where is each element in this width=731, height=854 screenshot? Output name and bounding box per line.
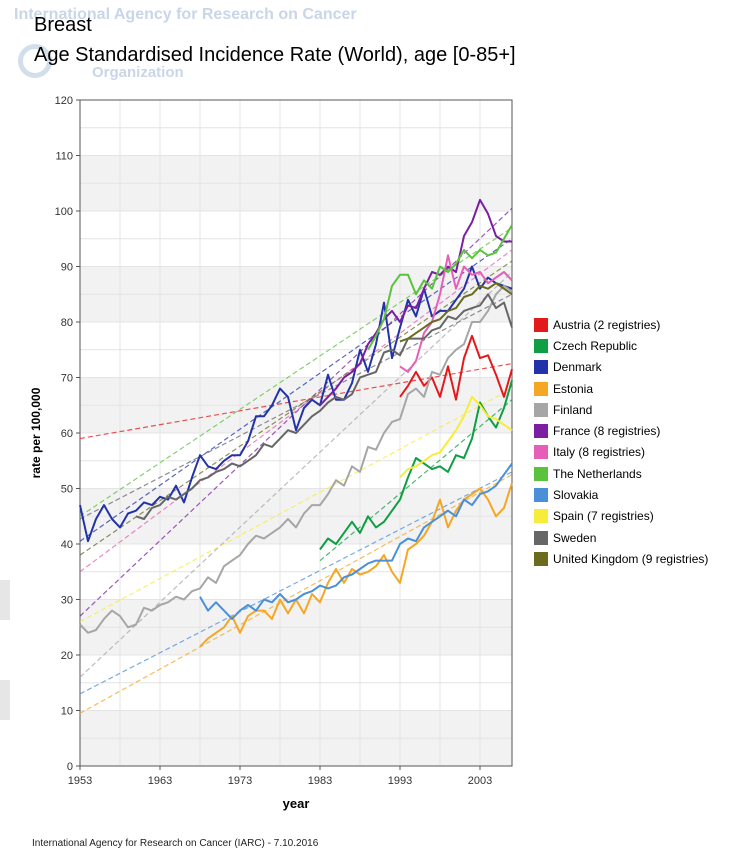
series-line (319, 198, 512, 406)
legend-item: Slovakia (534, 484, 708, 505)
trend-line (319, 399, 513, 562)
legend-item: Finland (534, 399, 708, 420)
x-tick-label: 1963 (148, 775, 172, 787)
series-line (79, 265, 513, 543)
legend-swatch (534, 488, 548, 503)
series-line (319, 380, 513, 551)
chart-subtitle: Age Standardised Incidence Rate (World),… (34, 44, 516, 66)
legend-label: Slovakia (553, 488, 599, 503)
y-tick-label: 90 (61, 262, 73, 274)
legend-item: France (8 registries) (534, 420, 708, 441)
trend-line (79, 293, 513, 520)
x-tick-label: 2003 (468, 775, 492, 787)
chart-legend: Austria (2 registries) Czech Republic Denm… (534, 314, 708, 570)
watermark-agency-text: International Agency for Research on Can… (14, 6, 357, 23)
x-tick-label: 1973 (228, 775, 252, 787)
legend-label: Italy (8 registries) (553, 445, 646, 460)
legend-swatch (534, 551, 548, 566)
y-tick-label: 40 (61, 539, 73, 551)
left-edge-decoration (0, 580, 10, 620)
legend-label: Austria (2 registries) (553, 317, 661, 332)
legend-label: Spain (7 registries) (553, 509, 654, 524)
legend-item: Estonia (534, 378, 708, 399)
legend-item: United Kingdom (9 registries) (534, 548, 708, 569)
legend-item: Italy (8 registries) (534, 442, 708, 463)
series-line (399, 334, 513, 401)
trend-line (79, 474, 513, 714)
legend-swatch (534, 317, 548, 332)
legend-label: Sweden (553, 530, 597, 545)
legend-label: United Kingdom (9 registries) (553, 551, 709, 566)
y-tick-label: 120 (55, 95, 73, 107)
y-tick-label: 10 (61, 706, 73, 718)
y-tick-label: 20 (61, 650, 73, 662)
legend-swatch (534, 424, 548, 439)
x-tick-label: 1993 (388, 775, 412, 787)
left-edge-decoration (0, 680, 10, 720)
series-line (399, 282, 513, 343)
y-tick-label: 50 (61, 484, 73, 496)
legend-label: Finland (553, 402, 593, 417)
chart-title: Breast (34, 14, 92, 36)
x-axis-label: year (283, 796, 310, 811)
legend-swatch (534, 402, 548, 417)
y-axis-label: rate per 100,000 (29, 387, 43, 478)
y-tick-label: 0 (67, 761, 73, 773)
y-tick-label: 110 (55, 151, 73, 163)
y-tick-label: 80 (61, 317, 73, 329)
x-tick-label: 1953 (68, 775, 92, 787)
series-line (367, 224, 513, 351)
legend-label: Czech Republic (553, 338, 638, 353)
legend-label: France (8 registries) (553, 424, 661, 439)
y-tick-label: 60 (61, 428, 73, 440)
who-logo-icon (18, 44, 52, 78)
legend-item: Sweden (534, 527, 708, 548)
legend-swatch (534, 509, 548, 524)
legend-swatch (534, 445, 548, 460)
legend-label: The Netherlands (553, 466, 642, 481)
y-tick-label: 100 (55, 206, 73, 218)
legend-item: Czech Republic (534, 335, 708, 356)
legend-swatch (534, 360, 548, 375)
series-line (79, 284, 513, 634)
legend-label: Denmark (553, 360, 602, 375)
y-tick-label: 70 (61, 373, 73, 385)
legend-item: Austria (2 registries) (534, 314, 708, 335)
legend-item: The Netherlands (534, 463, 708, 484)
series-line (399, 395, 513, 479)
x-tick-label: 1983 (308, 775, 332, 787)
legend-label: Estonia (553, 381, 594, 396)
trend-line (79, 249, 513, 573)
legend-swatch (534, 381, 548, 396)
legend-item: Spain (7 registries) (534, 506, 708, 527)
trend-line (79, 207, 513, 617)
y-axis-ticks: 0 10 20 30 40 50 60 70 80 90 100 110 120 (55, 95, 80, 773)
series-lines (79, 198, 513, 648)
legend-item: Denmark (534, 357, 708, 378)
series-line (199, 462, 513, 620)
legend-swatch (534, 338, 548, 353)
legend-swatch (534, 466, 548, 481)
series-line (399, 254, 513, 373)
legend-swatch (534, 530, 548, 545)
trend-line (79, 388, 513, 623)
series-line (135, 293, 513, 520)
footer-credit: International Agency for Research on Can… (32, 838, 319, 849)
y-tick-label: 30 (61, 595, 73, 607)
trend-line (79, 471, 513, 695)
watermark-organization-text: Organization (92, 64, 184, 81)
trend-line (79, 363, 513, 440)
who-iarc-watermark: International Agency for Research on Can… (10, 4, 370, 84)
x-axis-ticks: 1953 1963 1973 1983 1993 2003 (68, 766, 492, 787)
